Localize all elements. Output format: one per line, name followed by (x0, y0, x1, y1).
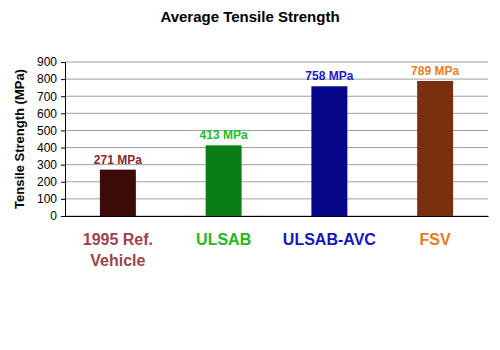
data-label: 758 MPa (305, 69, 353, 83)
x-tick: 1995 Ref.Vehicle (83, 216, 153, 269)
y-tick-mark (61, 79, 65, 80)
y-tick-label: 600 (37, 107, 57, 121)
x-tick-label: FSV (420, 231, 451, 248)
y-tick-label: 700 (37, 90, 57, 104)
bar (311, 86, 347, 216)
y-tick: 600 (37, 107, 65, 121)
bar (417, 81, 453, 216)
x-axis-line (66, 216, 489, 217)
y-tick-label: 400 (37, 141, 57, 155)
bars (100, 81, 453, 216)
y-tick: 700 (37, 90, 65, 104)
y-axis: 0 100 200 300 400 500 600 700 800 900 (37, 55, 66, 223)
y-tick-mark (61, 216, 65, 217)
y-tick: 300 (37, 158, 65, 172)
y-tick: 800 (37, 72, 65, 86)
x-tick-label: ULSAB (196, 231, 251, 248)
y-tick-mark (61, 96, 65, 97)
y-tick-mark (61, 148, 65, 149)
y-tick-label: 800 (37, 72, 57, 86)
y-tick: 500 (37, 124, 65, 138)
title: Average Tensile Strength (160, 8, 339, 25)
y-tick-label: 200 (37, 175, 57, 189)
x-tick: ULSAB (196, 216, 251, 248)
data-label: 413 MPa (200, 128, 248, 142)
y-tick-mark (61, 199, 65, 200)
grid-line (65, 62, 488, 63)
y-tick-mark (61, 182, 65, 183)
y-tick: 400 (37, 141, 65, 155)
bar (206, 145, 242, 216)
grid (65, 62, 488, 216)
plot: 271 MPa 413 MPa 758 MPa 789 MPa 0 100 200 300 40… (37, 55, 489, 269)
y-tick-label: 500 (37, 124, 57, 138)
data-label: 271 MPa (94, 153, 142, 167)
y-tick: 0 (50, 209, 65, 223)
y-tick-mark (61, 130, 65, 131)
x-tick: FSV (420, 216, 451, 248)
y-tick: 200 (37, 175, 65, 189)
y-tick: 100 (37, 192, 65, 206)
y-axis-title: Tensile Strength (MPa) (12, 69, 27, 209)
x-tick-label: ULSAB-AVC (283, 231, 376, 248)
y-axis-line (61, 63, 66, 217)
y-tick: 900 (37, 55, 65, 69)
bar (100, 170, 136, 216)
y-tick-mark (61, 113, 65, 114)
data-label: 789 MPa (411, 64, 459, 78)
y-tick-label: 300 (37, 158, 57, 172)
x-tick: ULSAB-AVC (283, 216, 376, 248)
y-tick-label: 0 (50, 209, 57, 223)
grid-line (65, 79, 488, 80)
y-tick-mark (61, 62, 65, 63)
data-labels: 271 MPa 413 MPa 758 MPa 789 MPa (94, 64, 460, 167)
y-tick-label: 100 (37, 192, 57, 206)
x-axis: 1995 Ref.Vehicle ULSAB ULSAB-AVC FSV (66, 216, 489, 269)
y-tick-mark (61, 165, 65, 166)
chart: 271 MPa 413 MPa 758 MPa 789 MPa 0 100 200 300 40… (0, 0, 500, 350)
y-tick-label: 900 (37, 55, 57, 69)
x-tick-label: 1995 Ref.Vehicle (83, 231, 153, 269)
